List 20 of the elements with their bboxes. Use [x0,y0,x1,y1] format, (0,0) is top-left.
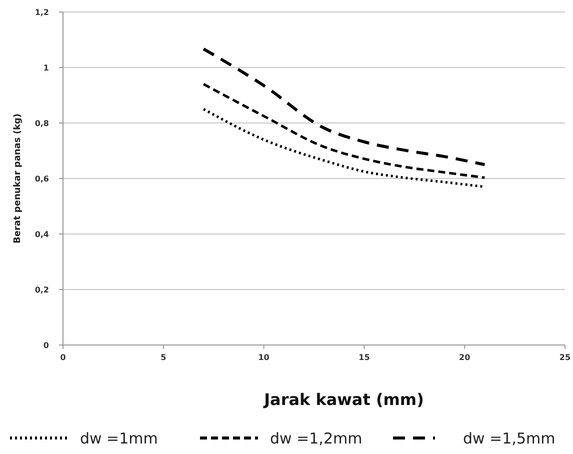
y-tick-label: 1,2 [34,8,49,17]
line-series [202,47,486,166]
x-tick-label: 25 [559,353,571,362]
legend-label: dw =1,5mm [463,429,556,448]
x-tick-label: 5 [160,353,167,362]
y-tick-label: 0,6 [34,174,50,184]
y-tick-label: 0,4 [34,230,50,239]
line-series [202,82,486,179]
x-tick-label: 20 [459,353,471,362]
y-axis-title: Berat penukar panas (kg) [13,113,23,244]
x-tick-label: 10 [258,353,270,362]
x-axis-title: Jarak kawat (mm) [263,390,424,409]
y-tick-label: 0 [43,340,50,350]
legend-label: dw =1,2mm [270,429,362,448]
y-tick-label: 1 [43,63,50,72]
x-tick-label: 0 [60,353,66,362]
x-tick-label: 15 [358,353,370,362]
legend-label: dw =1mm [80,429,158,448]
y-tick-label: 0,8 [34,118,50,128]
y-tick-label: 0,2 [34,285,49,294]
